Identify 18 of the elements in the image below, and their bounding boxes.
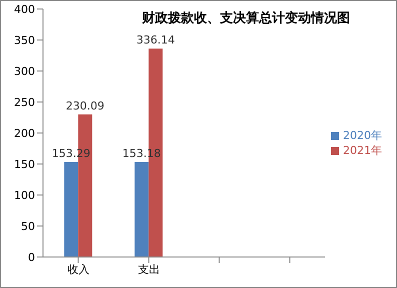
- y-tick-label: 0: [28, 250, 35, 264]
- y-tick-label: 50: [21, 220, 35, 233]
- chart-title: 财政拨款收、支决算总计变动情况图: [141, 10, 351, 27]
- bar: [64, 162, 78, 257]
- y-tick-label: 400: [14, 2, 35, 16]
- y-tick-label: 150: [14, 158, 35, 171]
- x-tick-label: 支出: [138, 262, 160, 276]
- y-tick-label: 250: [14, 96, 35, 109]
- y-tick-label: 350: [14, 34, 35, 47]
- data-label: 336.14: [136, 34, 175, 47]
- bar: [134, 162, 149, 257]
- y-tick-label: 100: [14, 188, 35, 202]
- x-tick-label: 收入: [67, 262, 90, 276]
- data-label: 230.09: [66, 99, 104, 112]
- y-tick-label: 300: [14, 64, 35, 78]
- legend-label: 2021年: [343, 144, 382, 157]
- y-tick-label: 200: [14, 126, 35, 140]
- legend-label: 2020年: [343, 129, 382, 142]
